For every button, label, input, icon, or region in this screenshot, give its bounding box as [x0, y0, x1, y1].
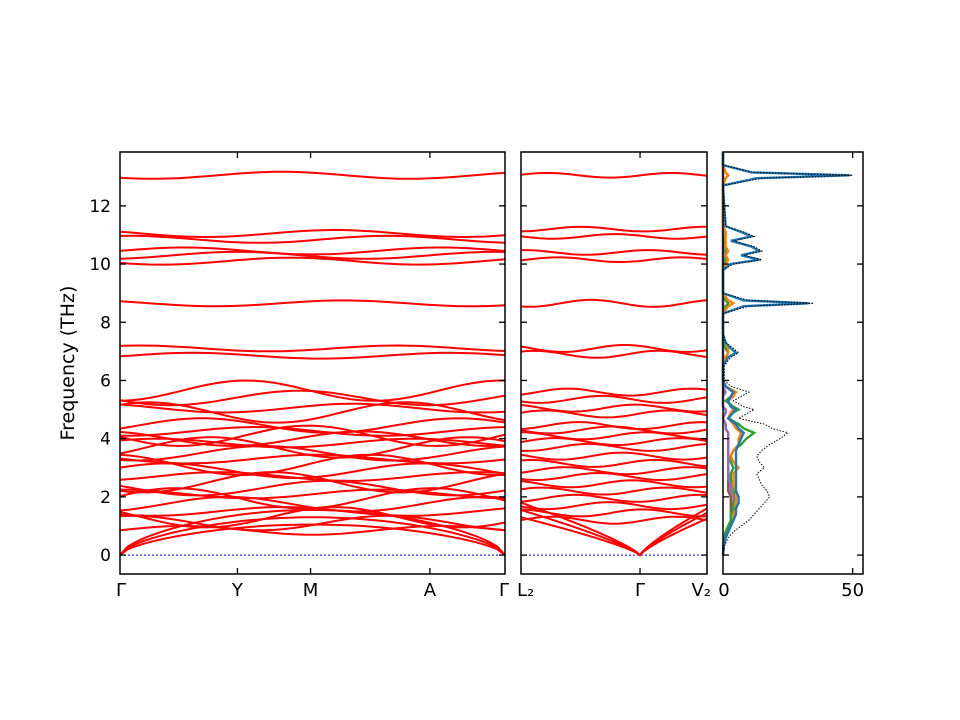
band-line	[119, 234, 506, 244]
band-line	[520, 256, 708, 263]
dos-x-tick-label: 50	[841, 580, 864, 601]
band-line	[520, 387, 708, 397]
band-line	[119, 437, 506, 449]
band-line	[119, 453, 506, 477]
band-lines-panel-1	[119, 170, 506, 556]
band-line	[119, 379, 506, 402]
k-point-label: Γ	[116, 580, 126, 601]
k-point-label: A	[424, 580, 437, 601]
band-line	[119, 229, 506, 239]
band-line	[520, 442, 708, 452]
band-line	[521, 249, 708, 256]
ticks-panel-2: L₂ Γ V₂	[517, 152, 711, 601]
band-line	[520, 233, 708, 240]
band-line	[520, 403, 708, 413]
ticks-dos: 0 50	[718, 152, 864, 601]
band-line	[119, 250, 506, 260]
plot-frame-panel-2	[520, 151, 708, 575]
band-line	[119, 479, 506, 497]
band-line	[119, 401, 506, 424]
band-line	[520, 421, 708, 431]
band-line	[520, 437, 708, 447]
k-point-label: Γ	[635, 580, 645, 601]
acoustic-branch	[119, 523, 506, 556]
ticks-panel-1: 0 2 4 6 8 10 12 Γ Y M A Γ	[89, 152, 509, 601]
y-axis-label: Frequency (THz)	[57, 286, 79, 441]
band-structure-panel-1: 0 2 4 6 8 10 12 Γ Y M A Γ	[89, 151, 509, 601]
y-tick-label: 6	[100, 371, 111, 391]
k-point-label: V₂	[691, 580, 711, 601]
band-line	[119, 424, 506, 447]
band-line	[119, 402, 506, 414]
band-line	[119, 444, 506, 462]
band-line	[119, 344, 506, 353]
band-line	[520, 486, 708, 496]
k-point-label: L₂	[517, 580, 534, 601]
band-structure-panel-2: L₂ Γ V₂	[517, 151, 711, 601]
band-line	[119, 417, 506, 434]
k-point-label: Y	[231, 580, 244, 601]
band-line	[119, 488, 506, 500]
band-line	[520, 458, 708, 468]
band-line	[520, 394, 708, 404]
band-line	[520, 515, 708, 525]
band-line	[119, 256, 506, 266]
projected-dos-curve-1	[721, 152, 851, 556]
y-tick-label: 12	[89, 197, 111, 217]
plot-frame-dos	[722, 151, 864, 575]
y-tick-label: 0	[100, 546, 111, 566]
k-point-label: Γ	[499, 580, 509, 601]
band-line	[120, 425, 506, 437]
acoustic-branch	[119, 516, 506, 556]
band-line	[119, 351, 506, 360]
band-line	[520, 501, 708, 511]
band-lines-panel-2	[520, 172, 708, 557]
band-line	[520, 344, 708, 353]
y-tick-label: 10	[89, 255, 111, 275]
band-line	[520, 172, 708, 179]
band-line	[119, 430, 506, 447]
y-tick-label: 8	[100, 313, 111, 333]
band-line	[520, 493, 708, 503]
dos-panel: 0 50	[718, 151, 864, 601]
y-tick-label: 4	[100, 430, 111, 450]
band-line	[520, 479, 708, 489]
band-line	[119, 246, 506, 256]
band-line	[119, 170, 506, 180]
band-line	[520, 298, 708, 308]
acoustic-branch	[520, 501, 708, 557]
acoustic-branch	[119, 509, 506, 556]
band-line	[119, 471, 506, 482]
band-line	[119, 299, 506, 308]
dos-x-tick-label: 0	[718, 580, 729, 601]
band-line	[520, 225, 707, 233]
y-tick-label: 2	[100, 488, 111, 508]
band-line	[521, 431, 708, 441]
total-dos-curve	[722, 152, 853, 556]
plot-frame-panel-1	[119, 151, 506, 575]
k-point-label: M	[303, 580, 319, 601]
band-line	[520, 466, 708, 476]
band-line	[520, 451, 708, 461]
